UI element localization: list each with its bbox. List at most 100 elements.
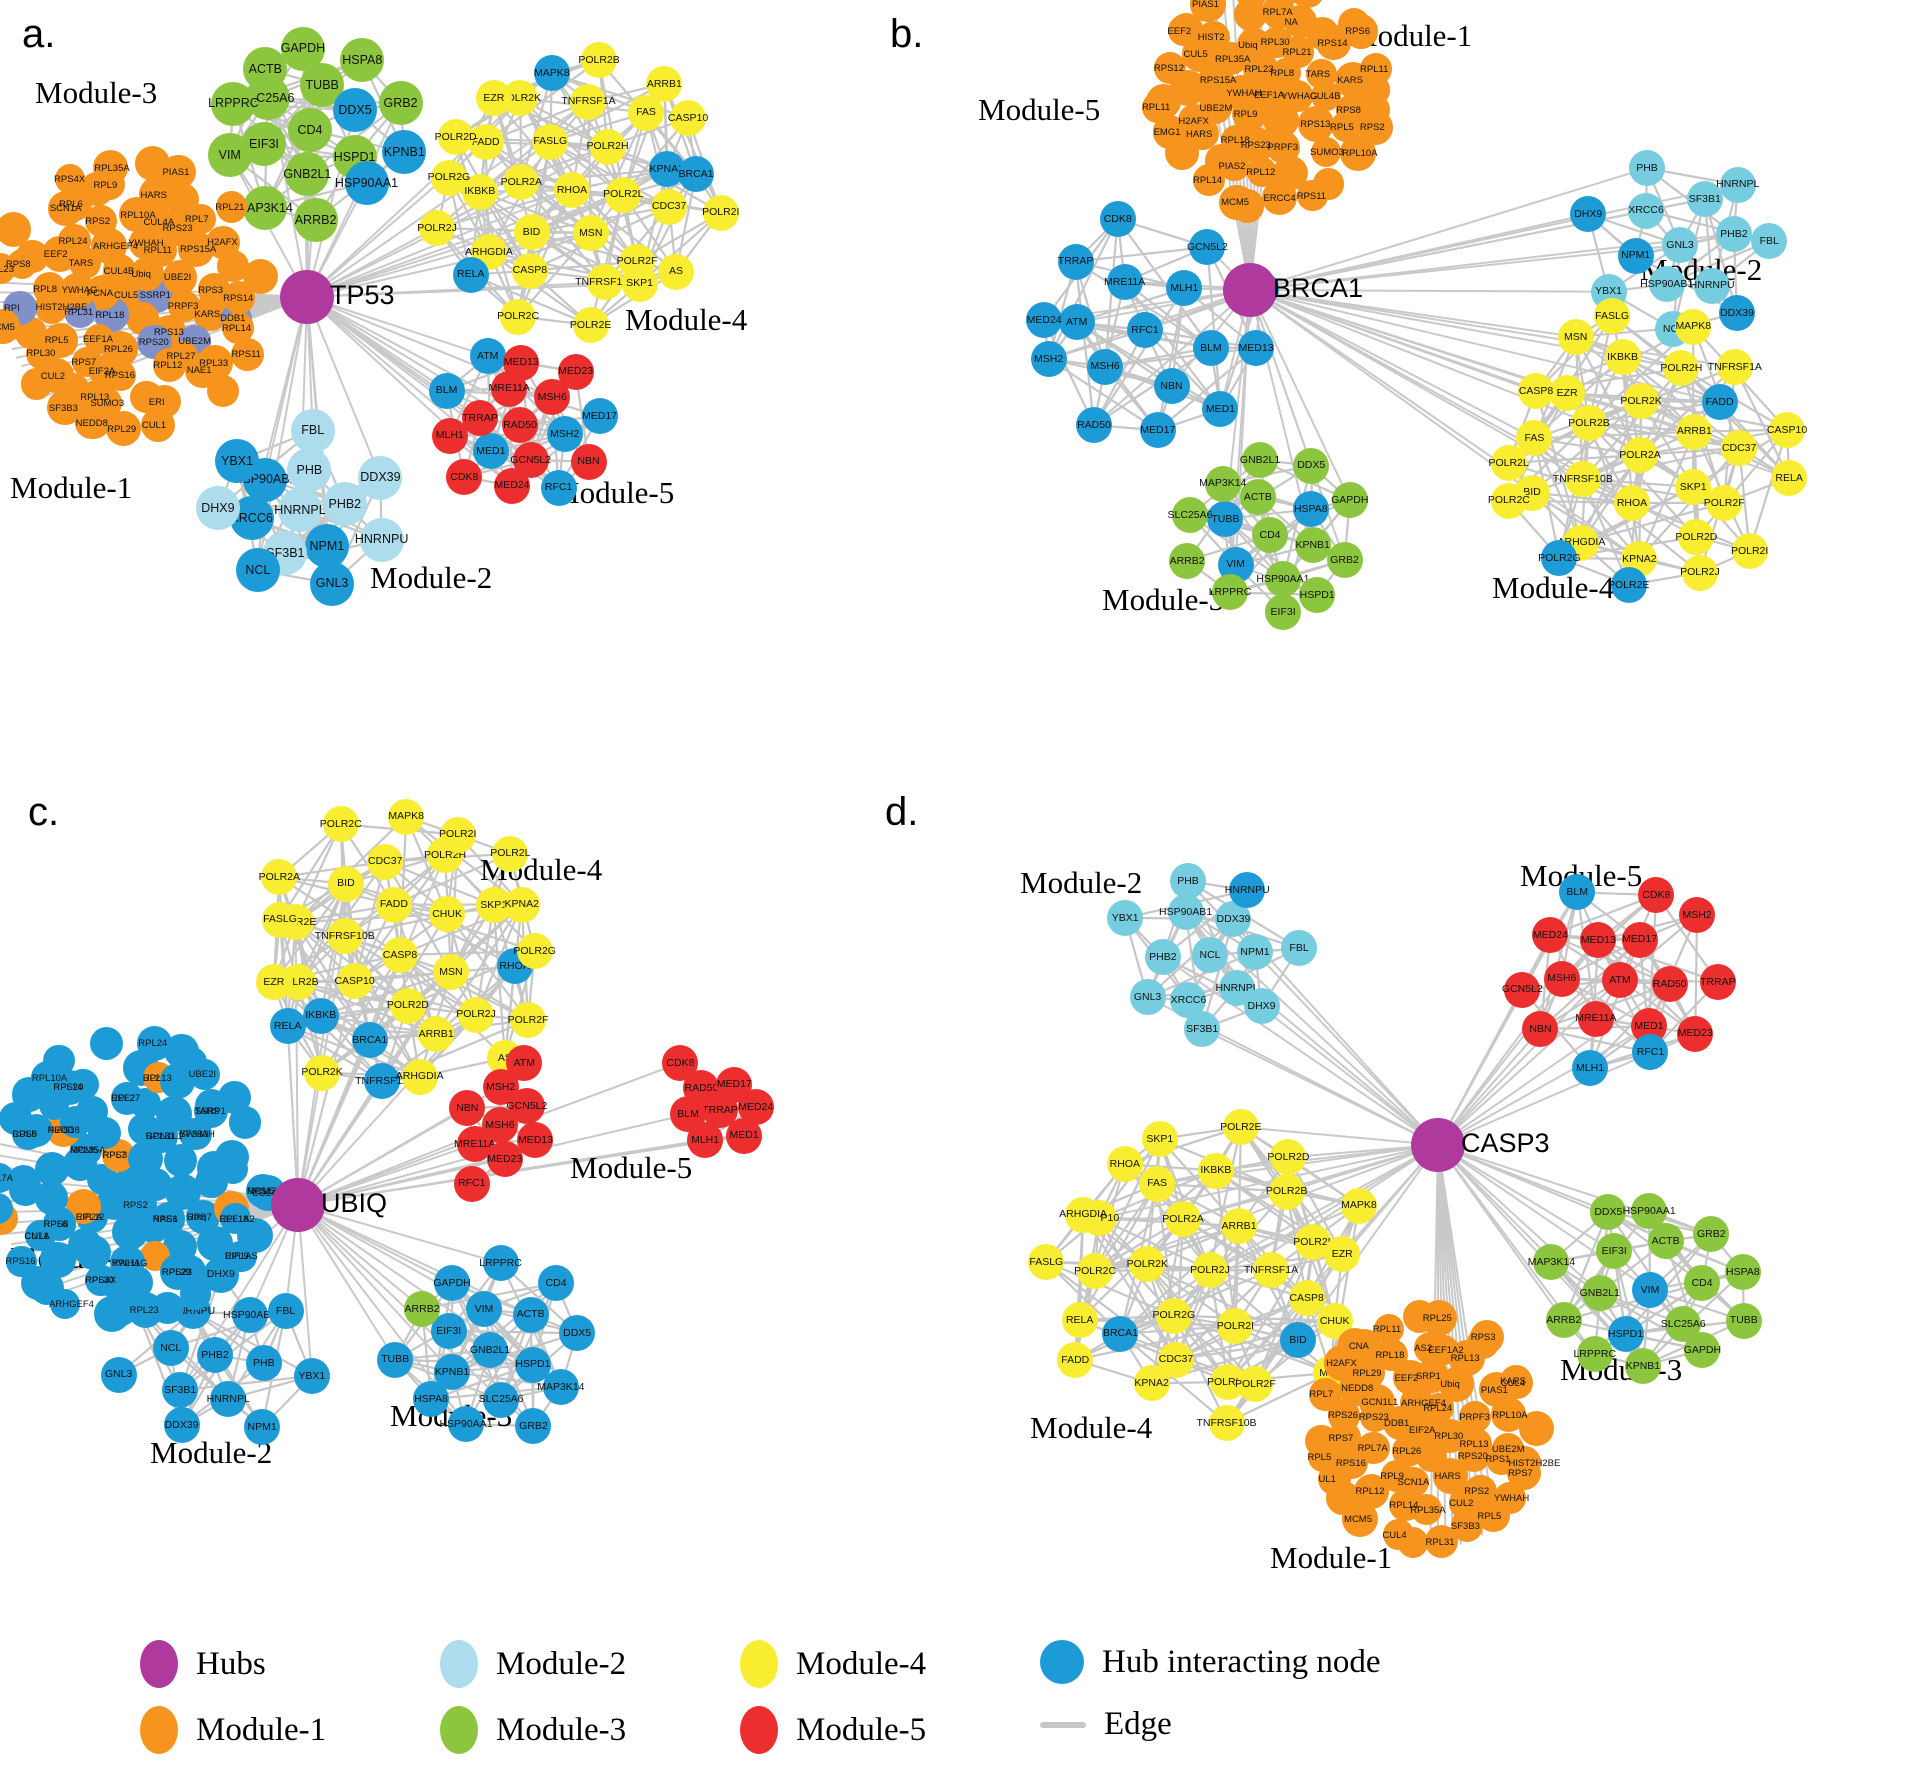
node-a-module3[interactable]: DDX5 xyxy=(333,88,377,133)
node-a-module4[interactable]: POLR2B xyxy=(578,42,620,79)
node-c-module5[interactable]: RFC1 xyxy=(453,1165,490,1202)
node-a-module4[interactable]: POLR2I xyxy=(702,194,739,231)
node-a-module1[interactable] xyxy=(206,375,239,407)
node-c-module4[interactable]: POLR2D xyxy=(387,987,429,1024)
node-b-module5[interactable]: BLM xyxy=(1192,329,1229,366)
node-c-module4[interactable]: POLR2J xyxy=(456,996,496,1033)
node-d-module1[interactable] xyxy=(1305,1424,1338,1458)
node-a-module3[interactable]: ARRB2 xyxy=(293,197,338,242)
node-c-module3[interactable]: ARRB2 xyxy=(404,1290,441,1327)
node-c-module5[interactable]: NBN xyxy=(449,1089,486,1126)
node-b-module1[interactable] xyxy=(1190,0,1226,22)
node-a-module4[interactable]: MSN xyxy=(572,214,609,251)
node-a-module2[interactable]: GNL3 xyxy=(310,561,355,606)
node-a-module1[interactable] xyxy=(152,348,187,382)
node-a-module1[interactable] xyxy=(215,191,248,223)
node-d-module1[interactable] xyxy=(1309,1378,1342,1411)
node-a-module2[interactable]: HNRNPL xyxy=(274,488,326,532)
node-b-module2[interactable]: GNL3 xyxy=(1662,227,1698,263)
node-b-module4[interactable]: POLR2B xyxy=(1568,404,1610,441)
node-a-module1[interactable] xyxy=(242,258,279,295)
node-a-module5[interactable]: MED23 xyxy=(557,353,594,390)
node-b-module1[interactable] xyxy=(1306,59,1337,90)
node-b-module4[interactable]: POLR2G xyxy=(1538,539,1581,576)
node-b-module3[interactable]: EIF3I xyxy=(1265,593,1302,630)
node-c-module1[interactable] xyxy=(85,1264,117,1297)
node-b-module2[interactable]: HNRNPL xyxy=(1716,166,1759,203)
node-d-module3[interactable]: HSPA8 xyxy=(1724,1254,1761,1291)
node-a-module4[interactable]: POLR2E xyxy=(570,307,611,344)
node-c-module2[interactable]: PHB xyxy=(245,1344,282,1381)
node-a-module1[interactable] xyxy=(46,389,83,426)
node-d-module4[interactable]: POLR2E xyxy=(1220,1109,1262,1146)
node-d-module2[interactable]: NCL xyxy=(1192,937,1228,973)
node-b-module1[interactable] xyxy=(1235,0,1269,9)
node-a-module5[interactable]: ATM xyxy=(469,338,506,375)
node-c-module4[interactable]: POLR2K xyxy=(301,1054,343,1091)
node-b-module5[interactable]: MED13 xyxy=(1238,329,1275,366)
node-a-module5[interactable]: MED17 xyxy=(581,398,618,435)
node-a-module3[interactable]: GRB2 xyxy=(378,81,423,126)
node-a-module1[interactable] xyxy=(0,212,31,248)
node-d-module4[interactable]: BRCA1 xyxy=(1102,1315,1139,1352)
node-b-module4[interactable]: CDC37 xyxy=(1721,429,1758,466)
node-b-module3[interactable]: TUBB xyxy=(1207,500,1244,537)
node-a-module3[interactable]: HSP90AA1 xyxy=(335,160,398,205)
hub-node-ubiq[interactable]: UBIQ xyxy=(271,1178,387,1232)
node-d-module4[interactable]: RELA xyxy=(1061,1301,1098,1338)
node-b-module5[interactable]: CDK8 xyxy=(1099,201,1136,238)
node-c-module4[interactable]: CASP8 xyxy=(382,937,418,973)
node-d-module1[interactable] xyxy=(1389,1488,1422,1522)
node-a-module4[interactable]: POLR2H xyxy=(587,128,629,165)
node-a-module1[interactable] xyxy=(130,380,164,414)
node-a-module2[interactable]: FBL xyxy=(290,408,335,453)
node-b-module1[interactable] xyxy=(1146,83,1182,119)
node-a-module5[interactable]: RAD50 xyxy=(502,407,538,443)
node-b-module1[interactable] xyxy=(1297,180,1328,211)
hub-node-brca1[interactable]: BRCA1 xyxy=(1223,263,1363,317)
node-d-module4[interactable]: TNFRSF10B xyxy=(1196,1404,1257,1441)
node-c-module2[interactable]: NCL xyxy=(152,1329,189,1366)
node-a-module2[interactable]: DHX9 xyxy=(195,486,240,531)
node-b-module1[interactable] xyxy=(1197,20,1231,54)
node-d-module1[interactable] xyxy=(1459,1401,1492,1434)
node-d-module4[interactable]: SKP1 xyxy=(1141,1120,1178,1157)
node-c-module1[interactable] xyxy=(6,1246,37,1277)
node-a-module3[interactable]: VIM xyxy=(207,133,252,178)
node-d-module5[interactable]: MED23 xyxy=(1677,1015,1714,1052)
node-d-module1[interactable] xyxy=(1420,1300,1457,1337)
node-b-module3[interactable]: DDX5 xyxy=(1293,447,1330,484)
node-c-module4[interactable]: POLR2L xyxy=(490,835,530,872)
node-c-module3[interactable]: VIM xyxy=(465,1290,502,1327)
node-d-module5[interactable]: MLH1 xyxy=(1572,1050,1609,1087)
node-c-module4[interactable]: BID xyxy=(327,865,364,902)
node-c-module4[interactable]: ARRB1 xyxy=(418,1015,455,1052)
node-b-module5[interactable]: ATM xyxy=(1058,304,1095,341)
node-c-module4[interactable]: FADD xyxy=(375,886,412,923)
node-d-module4[interactable]: ARHGDIA xyxy=(1059,1196,1107,1233)
node-a-module4[interactable]: SKP1 xyxy=(621,265,658,302)
node-c-module3[interactable]: GNB2L1 xyxy=(470,1332,510,1368)
node-b-module1[interactable] xyxy=(1193,164,1225,196)
node-b-module4[interactable]: RHOA xyxy=(1614,484,1651,521)
node-c-module3[interactable]: LRPPRC xyxy=(479,1245,522,1282)
node-d-module4[interactable]: POLR2A xyxy=(1162,1200,1204,1237)
node-c-module1[interactable] xyxy=(129,1088,161,1119)
node-a-module4[interactable]: CASP10 xyxy=(668,100,708,137)
node-d-module1[interactable] xyxy=(1467,1327,1500,1360)
node-b-module3[interactable]: GRB2 xyxy=(1326,542,1363,579)
node-b-module3[interactable]: LRPPRC xyxy=(1209,574,1251,611)
node-b-module5[interactable]: MRE11A xyxy=(1104,263,1145,300)
node-b-module5[interactable]: TRRAP xyxy=(1057,243,1094,280)
node-d-module4[interactable]: POLR2C xyxy=(1074,1252,1116,1289)
node-b-module2[interactable]: NPM1 xyxy=(1617,237,1654,274)
node-a-module1[interactable] xyxy=(54,163,86,195)
node-a-module5[interactable]: NBN xyxy=(570,443,607,480)
node-c-module3[interactable]: HSP90AA1 xyxy=(439,1406,493,1443)
node-c-module4[interactable]: CASP10 xyxy=(334,963,375,1000)
node-c-module2[interactable]: PHB2 xyxy=(197,1337,233,1373)
node-d-module3[interactable]: HSP90AA1 xyxy=(1623,1192,1676,1229)
node-a-module4[interactable]: POLR2G xyxy=(428,159,470,196)
node-b-module4[interactable]: MSN xyxy=(1557,318,1594,355)
hub-node-casp3[interactable]: CASP3 xyxy=(1411,1118,1550,1172)
